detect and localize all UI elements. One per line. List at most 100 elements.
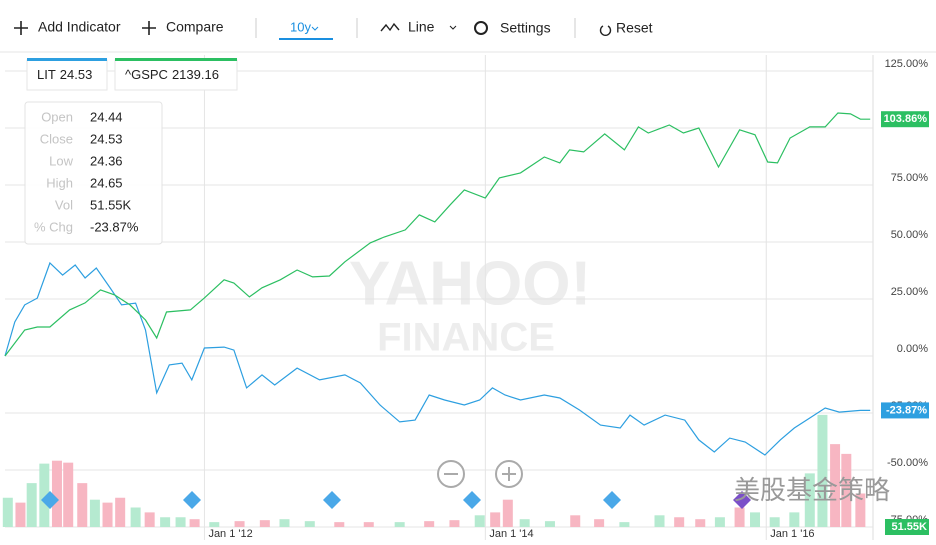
volume-bar [394,522,405,527]
type-caret [449,25,457,30]
y-tick-label: -50.00% [887,457,928,469]
volume-bar [619,522,630,527]
volume-bar [130,507,141,527]
chart-type[interactable]: Line [408,19,435,35]
reset-icon [599,25,612,36]
volume-bar [544,521,555,527]
x-tick-label: Jan 1 '14 [489,528,533,540]
range[interactable]: 10y [290,19,311,34]
volume-bar [15,502,26,527]
volume-bar [674,517,685,527]
volume-last-label: 51.55K [892,521,928,533]
volume-bar [51,460,62,527]
volume-bar [519,519,530,527]
watermark: YAHOO! FINANCE [349,249,591,359]
x-tick-label: Jan 1 '12 [208,528,252,540]
volume-bar [855,493,866,527]
compare[interactable]: Compare [166,19,224,35]
dividend-marker[interactable] [603,491,621,509]
y-tick-label: 75.00% [891,172,929,184]
info-label: High [46,175,73,190]
last-value-label: -23.87% [886,404,927,416]
toolbar: Add Indicator Compare 10y Line Settings … [0,18,936,53]
last-value-badge [881,111,929,128]
volume-bar [89,499,100,527]
info-value: 24.44 [90,109,123,124]
volume-bar [39,463,50,527]
info-value: 24.53 [90,131,123,146]
add-indicator[interactable]: Add Indicator [38,19,121,35]
volume-bar [804,473,815,527]
line-icon [380,22,400,32]
y-tick-label: 50.00% [891,229,929,241]
info-value: 51.55K [90,197,132,212]
volume-bar [189,519,200,527]
dividend-marker[interactable] [41,491,59,509]
settings-icon [474,21,488,35]
volume-bar [259,520,270,527]
info-label: Close [40,131,73,146]
volume-bar [830,444,841,527]
volume-bar [175,517,186,527]
volume-bar [734,507,745,527]
zoom-controls [437,460,523,488]
volume-bar [594,519,605,527]
info-box: Open 24.44 Close 24.53 Low 24.36 High 24.65 Vol 5… [24,101,163,245]
volume-bar [424,521,435,527]
volume-bar [490,512,501,527]
volume-bar [102,502,113,527]
y-tick-label: 125.00% [885,58,929,70]
legend-color [115,58,237,61]
info-label: Vol [55,197,73,212]
volume-bar [77,483,88,527]
info-label: % Chg [34,219,73,234]
volume-bar [334,522,345,527]
volume-bar [363,522,374,527]
info-value: 24.36 [90,153,123,168]
volume-bar [769,517,780,527]
volume-bar [817,414,828,527]
reset[interactable]: Reset [616,20,653,36]
legend-chip[interactable] [114,59,238,91]
volume-bar [209,522,220,527]
legend-chip[interactable] [26,59,108,91]
last-value-label: 103.86% [884,113,928,125]
settings[interactable]: Settings [500,20,551,36]
y-tick-label: 0.00% [897,343,928,355]
watermark-finance: FINANCE [377,316,555,360]
volume-bar [2,497,13,527]
volume-bar [474,515,485,527]
legend-color [27,58,107,61]
info-label: Low [49,153,73,168]
info-value: -23.87% [90,219,139,234]
x-tick-label: Jan 1 '16 [770,528,814,540]
dividend-marker[interactable] [183,491,201,509]
dividend-markers [41,491,751,509]
series-line [4,112,871,357]
dividend-marker[interactable] [323,491,341,509]
range-caret [311,26,319,31]
dividend-marker[interactable] [463,491,481,509]
volume-bar [160,517,171,527]
volume-bar [449,520,460,527]
compare-icon [142,21,156,35]
volume-bar [279,519,290,527]
volume-bar [234,521,245,527]
volume-bar [750,512,761,527]
volume-bar [63,462,74,527]
series-line [4,261,871,456]
y-tick-label: 25.00% [891,286,929,298]
info-label: Open [41,109,73,124]
volume-badge [885,519,929,535]
last-value-badge [881,402,929,419]
volume-bar [502,499,513,527]
series-price: 2139.16 [172,67,219,82]
info-value: 24.65 [90,175,123,190]
volume-bar [695,519,706,527]
volume-bar [654,515,665,527]
legend: LIT 24.53 ^GSPC 2139.16 [26,58,238,91]
volume-bar [714,517,725,527]
dividend-marker[interactable] [733,491,751,509]
info-panel [24,101,163,245]
